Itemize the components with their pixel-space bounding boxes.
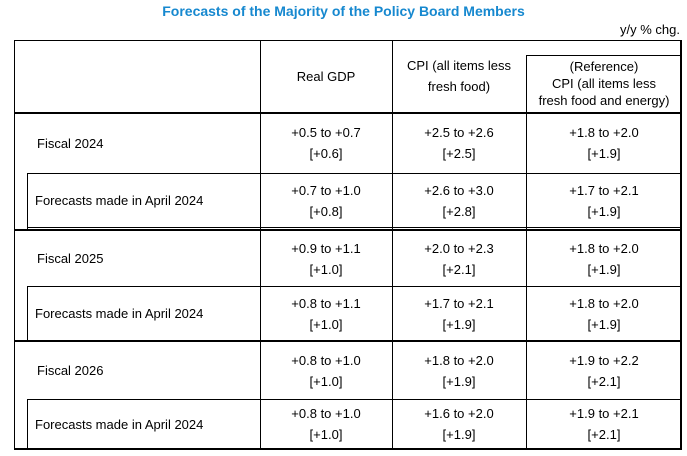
table-left-border bbox=[14, 40, 15, 450]
subrow-2024-box-top bbox=[27, 173, 682, 174]
subrow-2025-box-left bbox=[27, 286, 28, 340]
forecast-range: +2.5 to +2.6 bbox=[424, 125, 494, 140]
forecast-range: +2.6 to +3.0 bbox=[424, 182, 494, 198]
column-header-cpi-reference: (Reference) CPI (all items less fresh fo… bbox=[538, 59, 670, 108]
forecast-median: [+2.1] bbox=[442, 261, 476, 277]
column-divider-cpi-reference bbox=[526, 55, 527, 450]
cell-fiscal2024-real-gdp: +0.5 to +0.7 [+0.6] bbox=[260, 113, 392, 173]
forecast-range: +0.5 to +0.7 bbox=[291, 125, 361, 140]
forecast-range: +1.9 to +2.2 bbox=[569, 352, 639, 368]
cell-april2024fy24-cpi-reference: +1.7 to +2.1 [+1.9] bbox=[526, 174, 682, 227]
row-label-april-forecast-2025: Forecasts made in April 2024 bbox=[35, 306, 204, 321]
forecast-range: +2.0 to +2.3 bbox=[424, 240, 494, 256]
table-top-border bbox=[14, 40, 682, 41]
column-divider-label-gdp bbox=[260, 40, 261, 450]
cell-fiscal2024-cpi: +2.5 to +2.6 [+2.5] bbox=[392, 113, 526, 173]
forecast-range: +1.9 to +2.1 bbox=[569, 406, 639, 421]
forecast-median: [+1.0] bbox=[309, 427, 343, 442]
column-divider-gdp-cpi bbox=[392, 40, 393, 450]
cell-april2024fy26-cpi: +1.6 to +2.0 [+1.9] bbox=[392, 400, 526, 448]
cell-fiscal2025-cpi-reference: +1.8 to +2.0 [+1.9] bbox=[526, 231, 682, 286]
forecast-median: [+1.9] bbox=[587, 146, 621, 161]
forecast-range: +0.9 to +1.1 bbox=[291, 240, 361, 256]
forecast-median: [+2.1] bbox=[587, 373, 621, 389]
subrow-2025-box-top bbox=[27, 286, 682, 287]
subrow-2026-box-left bbox=[27, 399, 28, 448]
row-label-fiscal-2024: Fiscal 2024 bbox=[37, 135, 104, 151]
cell-fiscal2026-cpi-reference: +1.9 to +2.2 [+2.1] bbox=[526, 342, 682, 399]
forecast-range: +1.8 to +2.0 bbox=[424, 352, 494, 368]
forecast-range: +0.8 to +1.0 bbox=[291, 352, 361, 368]
header-divider-line bbox=[14, 112, 682, 114]
forecast-median: [+1.9] bbox=[442, 316, 476, 332]
forecast-median: [+1.0] bbox=[309, 373, 343, 389]
forecast-median: [+1.9] bbox=[442, 427, 476, 442]
forecast-range: +1.7 to +2.1 bbox=[424, 295, 494, 311]
unit-note: y/y % chg. bbox=[620, 22, 680, 37]
reference-box-top-line bbox=[526, 55, 682, 56]
group-divider-2025-2026 bbox=[14, 340, 682, 342]
subrow-2024-box-left bbox=[27, 173, 28, 229]
forecast-median: [+1.0] bbox=[309, 261, 343, 277]
column-header-real-gdp: Real GDP bbox=[296, 68, 356, 84]
forecast-median: [+1.9] bbox=[587, 261, 621, 277]
table-right-border bbox=[680, 40, 682, 450]
row-label-fiscal-2026: Fiscal 2026 bbox=[37, 363, 104, 378]
forecast-median: [+2.5] bbox=[442, 146, 476, 161]
forecast-median: [+1.9] bbox=[587, 316, 621, 332]
forecast-median: [+2.1] bbox=[587, 427, 621, 442]
group-divider-2024-2025 bbox=[14, 229, 682, 231]
forecast-median: [+1.9] bbox=[442, 373, 476, 389]
cell-fiscal2025-cpi: +2.0 to +2.3 [+2.1] bbox=[392, 231, 526, 286]
forecast-range: +1.7 to +2.1 bbox=[569, 182, 639, 198]
forecast-table: Real GDP CPI (all items less fresh food)… bbox=[14, 40, 682, 451]
cell-april2024fy25-cpi-reference: +1.8 to +2.0 [+1.9] bbox=[526, 287, 682, 340]
cell-april2024fy26-real-gdp: +0.8 to +1.0 [+1.0] bbox=[260, 400, 392, 448]
subrow-2026-box-top bbox=[27, 399, 682, 400]
cell-april2024fy25-real-gdp: +0.8 to +1.1 [+1.0] bbox=[260, 287, 392, 340]
forecast-range: +0.8 to +1.0 bbox=[291, 406, 361, 421]
cell-fiscal2025-real-gdp: +0.9 to +1.1 [+1.0] bbox=[260, 231, 392, 286]
cell-fiscal2026-real-gdp: +0.8 to +1.0 [+1.0] bbox=[260, 342, 392, 399]
forecast-median: [+1.0] bbox=[309, 316, 343, 332]
forecast-range: +0.7 to +1.0 bbox=[291, 182, 361, 198]
forecast-median: [+0.6] bbox=[309, 146, 343, 161]
forecast-range: +1.8 to +2.0 bbox=[569, 240, 639, 256]
forecast-range: +1.8 to +2.0 bbox=[569, 295, 639, 311]
forecast-median: [+2.8] bbox=[442, 203, 476, 219]
cell-april2024fy26-cpi-reference: +1.9 to +2.1 [+2.1] bbox=[526, 400, 682, 448]
cell-fiscal2024-cpi-reference: +1.8 to +2.0 [+1.9] bbox=[526, 113, 682, 173]
forecast-range: +0.8 to +1.1 bbox=[291, 295, 361, 311]
row-label-fiscal-2025: Fiscal 2025 bbox=[37, 251, 104, 266]
cell-fiscal2026-cpi: +1.8 to +2.0 [+1.9] bbox=[392, 342, 526, 399]
column-header-cpi: CPI (all items less fresh food) bbox=[406, 58, 512, 94]
row-label-april-forecast-2026: Forecasts made in April 2024 bbox=[35, 416, 204, 432]
page-title: Forecasts of the Majority of the Policy … bbox=[162, 3, 525, 19]
row-label-april-forecast-2024: Forecasts made in April 2024 bbox=[35, 193, 204, 208]
subrow-2024-box-bottom bbox=[27, 227, 682, 228]
forecast-range: +1.8 to +2.0 bbox=[569, 125, 639, 140]
forecast-range: +1.6 to +2.0 bbox=[424, 406, 494, 421]
forecast-median: [+0.8] bbox=[309, 203, 343, 219]
forecast-median: [+1.9] bbox=[587, 203, 621, 219]
cell-april2024fy24-real-gdp: +0.7 to +1.0 [+0.8] bbox=[260, 174, 392, 227]
table-bottom-border bbox=[14, 448, 682, 450]
cell-april2024fy24-cpi: +2.6 to +3.0 [+2.8] bbox=[392, 174, 526, 227]
cell-april2024fy25-cpi: +1.7 to +2.1 [+1.9] bbox=[392, 287, 526, 340]
